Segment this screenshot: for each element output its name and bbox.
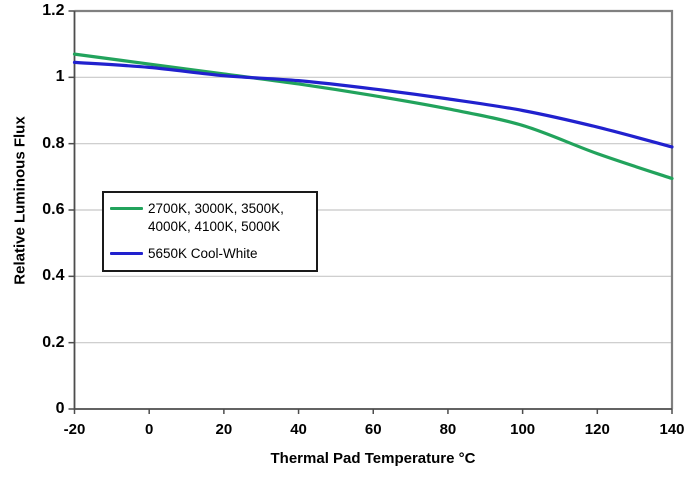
warm-white-series-label-line1: 2700K, 3000K, 3500K, — [148, 201, 284, 216]
y-tick-label-0: 0 — [55, 400, 65, 417]
cool-white-series-swatch — [110, 252, 143, 256]
cool-white-series-label-line1: 5650K Cool-White — [148, 246, 258, 262]
x-tick-label-40: 40 — [290, 421, 307, 438]
y-tick-label-1: 1 — [55, 68, 65, 86]
y-tick-label-0.4: 0.4 — [42, 267, 65, 285]
x-tick-label-80: 80 — [439, 421, 457, 438]
legend-entry-cool-white: 5650K Cool-White — [110, 245, 310, 263]
series-line-cool-white — [72, 60, 674, 149]
x-tick-label-60: 60 — [364, 421, 382, 438]
warm-white-series-swatch — [110, 207, 143, 210]
y-tick-label-0.6: 0.6 — [42, 201, 65, 218]
y-axis-title: Relative Luminous Flux — [11, 116, 29, 285]
x-tick-label-120: 120 — [584, 421, 610, 438]
x-tick-label-0: 0 — [145, 421, 154, 438]
x-axis-title: Thermal Pad Temperature °C — [270, 450, 476, 467]
legend-entry-warm-white: 2700K, 3000K, 3500K, 4000K, 4100K, 5000K — [110, 200, 310, 236]
y-tick-label-1.2: 1.2 — [42, 2, 65, 19]
x-tick-label-20: 20 — [215, 421, 233, 438]
legend: 2700K, 3000K, 3500K, 4000K, 4100K, 5000K… — [102, 191, 318, 272]
y-tick-label-0.8: 0.8 — [42, 134, 65, 152]
cool-white-series-label: 5650K Cool-White — [148, 245, 258, 263]
y-tick-label-0.2: 0.2 — [42, 333, 65, 351]
series-line-warm-white — [72, 52, 674, 181]
x-tick-label-140: 140 — [659, 421, 685, 438]
x-tick-label-100: 100 — [510, 421, 536, 438]
warm-white-series-label-line2: 4000K, 4100K, 5000K — [148, 219, 281, 235]
warm-white-series-label: 2700K, 3000K, 3500K, 4000K, 4100K, 5000K — [148, 200, 284, 236]
plot-border-top-right — [74, 9, 674, 409]
x-tick-label--20: -20 — [63, 421, 86, 438]
